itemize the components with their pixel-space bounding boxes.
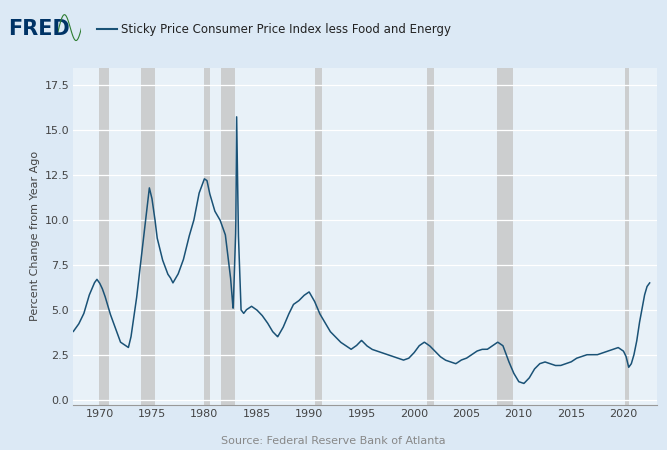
Bar <box>99 68 109 405</box>
Text: Source: Federal Reserve Bank of Atlanta: Source: Federal Reserve Bank of Atlanta <box>221 436 446 446</box>
Bar <box>204 68 211 405</box>
Bar <box>427 68 434 405</box>
Bar <box>315 68 322 405</box>
Text: Sticky Price Consumer Price Index less Food and Energy: Sticky Price Consumer Price Index less F… <box>121 23 452 36</box>
Bar <box>625 68 629 405</box>
Bar <box>141 68 155 405</box>
Y-axis label: Percent Change from Year Ago: Percent Change from Year Ago <box>30 151 40 321</box>
Bar <box>497 68 514 405</box>
Bar <box>221 68 235 405</box>
Text: FRED: FRED <box>8 19 70 39</box>
